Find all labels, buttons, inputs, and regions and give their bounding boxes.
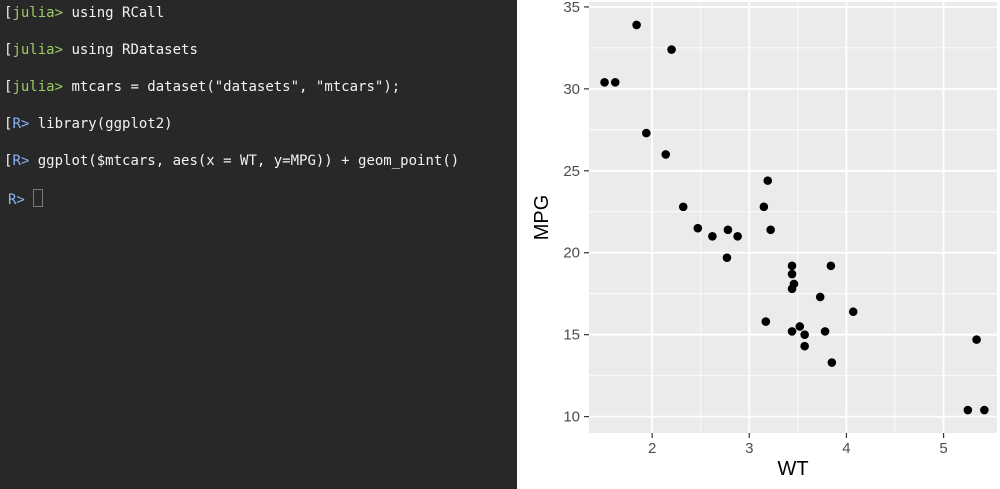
x-tick-label: 4 (842, 440, 850, 457)
terminal-panel[interactable]: [julia> using RCall [julia> using RDatase… (0, 0, 517, 489)
prompt-label: julia> (12, 42, 64, 58)
y-tick-label: 30 (563, 81, 580, 98)
prompt-label: R> (12, 116, 30, 132)
plot-panel (589, 2, 997, 433)
plot-window: 2 3 4 5 10 15 20 25 30 35 WT MPG (517, 0, 1000, 489)
data-point (632, 20, 641, 30)
spacer (29, 116, 37, 132)
data-point (963, 405, 973, 415)
data-point (610, 78, 620, 87)
line-marker: [ (4, 116, 13, 132)
data-point (667, 45, 676, 54)
terminal-line: [julia> mtcars = dataset("datasets", "mt… (4, 78, 400, 96)
spacer (25, 192, 33, 208)
data-point (693, 223, 703, 233)
terminal-line: [R> ggplot($mtcars, aes(x = WT, y=MPG)) … (4, 152, 459, 170)
spacer (29, 153, 37, 169)
scatter-chart: 2 3 4 5 10 15 20 25 30 35 WT MPG (531, 0, 997, 480)
terminal-line: [julia> using RCall (4, 4, 164, 22)
prompt-label: R> (8, 192, 25, 208)
data-point (980, 405, 989, 415)
y-tick-label: 35 (563, 0, 580, 16)
prompt-label: julia> (12, 79, 64, 95)
data-point (763, 176, 773, 185)
terminal-line: [julia> using RDatasets (4, 41, 198, 59)
data-point (759, 202, 769, 212)
command-text: using RDatasets (71, 42, 198, 58)
data-point (722, 253, 732, 262)
data-point (642, 128, 651, 138)
text-cursor[interactable] (33, 189, 44, 207)
x-axis-title: WT (777, 458, 808, 480)
command-text: library(ggplot2) (37, 116, 173, 132)
data-point (826, 261, 836, 271)
data-point (661, 150, 671, 159)
data-point (708, 232, 717, 241)
y-tick-label: 25 (563, 163, 580, 180)
command-text: using RCall (71, 5, 165, 21)
line-marker: [ (4, 79, 13, 95)
data-point (815, 292, 825, 302)
command-text: ggplot($mtcars, aes(x = WT, y=MPG)) + ge… (37, 153, 460, 169)
x-tick-label: 5 (939, 440, 947, 457)
data-point (820, 327, 830, 336)
data-point (733, 232, 742, 241)
data-point (800, 330, 809, 339)
line-marker: [ (4, 5, 13, 21)
line-marker: [ (4, 153, 13, 169)
data-point (761, 317, 771, 326)
data-point (848, 307, 858, 317)
x-tick-label: 2 (648, 440, 656, 457)
x-tick-label: 3 (745, 440, 753, 457)
command-text: mtcars = dataset("datasets", "mtcars"); (71, 79, 401, 95)
data-point (766, 225, 775, 235)
y-tick-label: 10 (563, 409, 580, 426)
data-point (723, 225, 733, 235)
data-point (600, 78, 609, 87)
prompt-label: julia> (12, 5, 64, 21)
data-point (972, 335, 981, 344)
data-point (787, 269, 797, 279)
data-point (795, 322, 805, 331)
data-point (678, 202, 688, 212)
data-point (787, 327, 797, 336)
terminal-line: [R> library(ggplot2) (4, 115, 173, 133)
data-point (800, 341, 809, 351)
data-point (827, 358, 837, 367)
data-point (787, 261, 797, 271)
y-tick-label: 20 (563, 245, 580, 262)
line-marker: [ (4, 42, 13, 58)
data-point (789, 279, 799, 289)
y-tick-label: 15 (563, 327, 580, 344)
active-prompt-line[interactable]: R> (8, 189, 44, 209)
y-axis-title: MPG (531, 195, 553, 241)
prompt-label: R> (12, 153, 30, 169)
